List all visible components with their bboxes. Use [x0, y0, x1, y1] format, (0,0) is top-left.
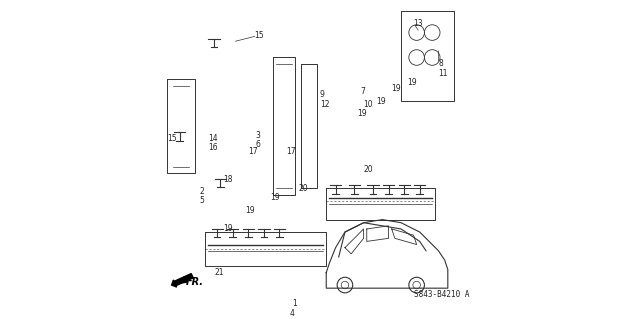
Text: 3: 3	[256, 131, 260, 140]
Text: 9: 9	[320, 90, 325, 100]
Text: 4: 4	[289, 308, 294, 318]
Text: 20: 20	[364, 165, 373, 174]
Text: 5: 5	[200, 197, 205, 205]
Text: 17: 17	[285, 146, 295, 156]
Text: 18: 18	[223, 174, 233, 183]
Text: 7: 7	[360, 87, 365, 96]
Text: FR.: FR.	[186, 277, 204, 287]
Text: 16: 16	[208, 144, 218, 152]
Text: 1: 1	[292, 299, 298, 308]
Text: 11: 11	[438, 69, 448, 78]
Text: 19: 19	[407, 78, 417, 87]
Text: 21: 21	[214, 268, 223, 277]
Text: 15: 15	[167, 134, 177, 143]
Text: 17: 17	[248, 146, 258, 156]
Text: 13: 13	[413, 19, 423, 28]
Text: 2: 2	[200, 187, 205, 196]
Text: 19: 19	[223, 225, 233, 234]
Text: 14: 14	[208, 134, 218, 143]
Text: 6: 6	[256, 140, 260, 149]
Text: 19: 19	[392, 84, 401, 93]
Text: 19: 19	[376, 97, 386, 106]
Text: 19: 19	[357, 109, 367, 118]
Text: 10: 10	[364, 100, 373, 109]
Text: 12: 12	[320, 100, 330, 109]
FancyArrow shape	[172, 274, 193, 287]
Text: 8: 8	[438, 59, 444, 68]
Text: 19: 19	[245, 206, 255, 215]
Text: S843-B4210 A: S843-B4210 A	[414, 290, 469, 299]
Text: 20: 20	[298, 184, 308, 193]
Text: 15: 15	[255, 31, 264, 40]
Text: 19: 19	[270, 193, 280, 202]
